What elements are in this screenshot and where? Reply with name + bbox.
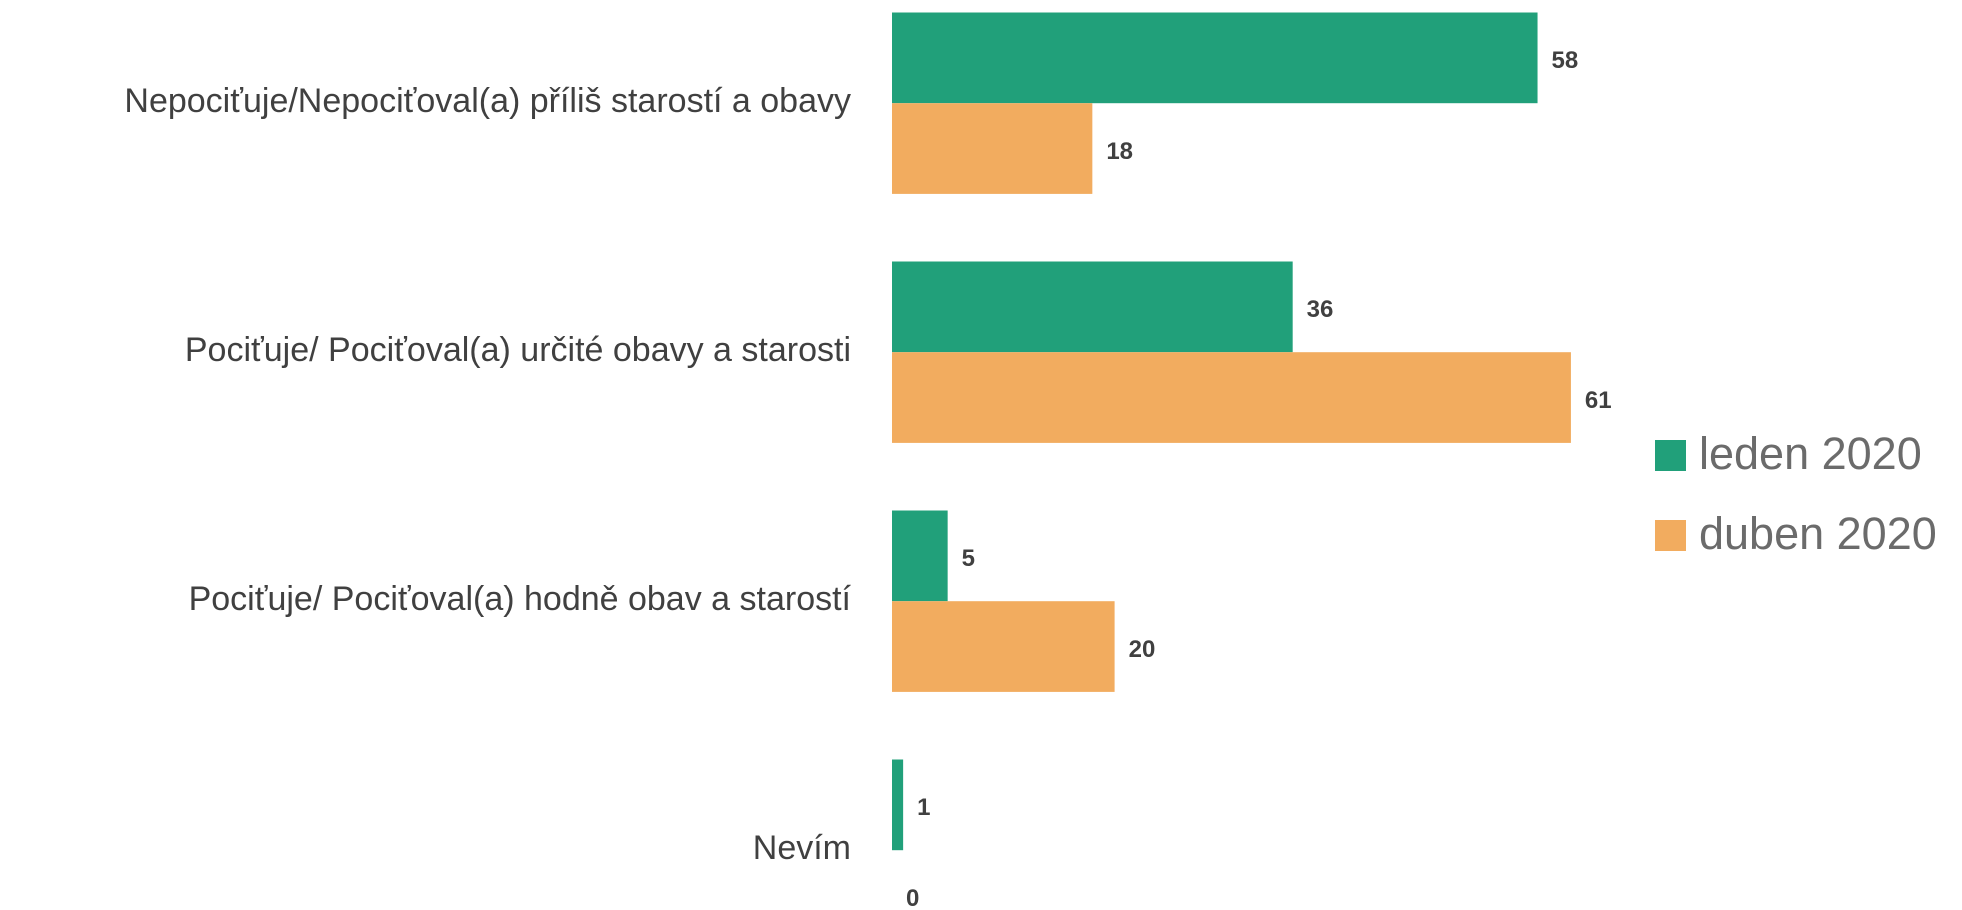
value-label: 5 [962, 545, 975, 572]
bar [892, 352, 1571, 443]
category-label: Nevím [753, 829, 851, 867]
value-label: 36 [1307, 296, 1334, 323]
category-label: Pociťuje/ Pociťoval(a) určité obavy a st… [185, 331, 851, 369]
value-label: 20 [1129, 636, 1156, 663]
value-label: 1 [917, 794, 930, 821]
bar [892, 103, 1093, 194]
value-label: 58 [1552, 47, 1579, 74]
category-label: Nepociťuje/Nepociťoval(a) příliš starost… [124, 82, 851, 120]
legend-swatch [1655, 520, 1686, 551]
bar [892, 510, 948, 602]
legend-label: leden 2020 [1699, 428, 1922, 479]
value-label: 0 [906, 885, 919, 910]
value-label: 18 [1106, 138, 1133, 165]
value-label: 61 [1585, 387, 1612, 414]
legend-label: duben 2020 [1699, 508, 1937, 559]
bar [892, 601, 1115, 692]
category-label: Pociťuje/ Pociťoval(a) hodně obav a star… [189, 580, 852, 618]
bar [892, 759, 904, 851]
bar [892, 261, 1293, 353]
legend-swatch [1655, 440, 1686, 471]
bar [892, 12, 1538, 104]
